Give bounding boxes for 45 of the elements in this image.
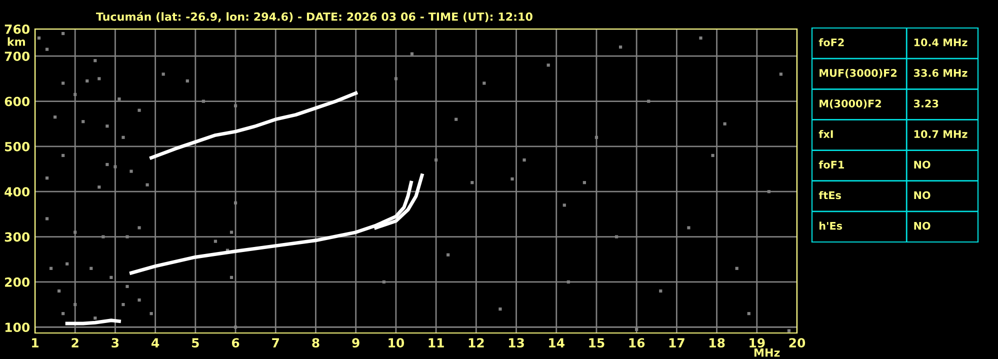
text: 10.7 MHz xyxy=(914,130,968,138)
y-axis-title: km xyxy=(8,37,25,46)
x-tick-label: 15 xyxy=(589,338,604,348)
x-tick-label: 7 xyxy=(272,338,279,348)
x-tick-label: 19 xyxy=(750,338,765,348)
x-tick-label: 3 xyxy=(112,338,119,348)
text: foF1 xyxy=(818,160,844,169)
x-tick-label: 4 xyxy=(152,338,160,348)
y-tick-label: 700 xyxy=(4,52,30,62)
x-tick-label: 8 xyxy=(312,338,320,348)
text: fxI xyxy=(818,130,833,138)
y-tick-label: 600 xyxy=(4,96,30,106)
x-tick-label: 2 xyxy=(72,338,78,348)
text: foF2 xyxy=(818,38,844,46)
y-tick-label: 200 xyxy=(5,277,30,287)
x-tick-label: 1 xyxy=(32,338,38,348)
x-tick-label: 20 xyxy=(789,338,806,348)
y-tick-label: 500 xyxy=(5,142,30,152)
y-tick-label: 100 xyxy=(5,322,30,332)
y-tick-label: 400 xyxy=(4,187,30,197)
text: 3.23 xyxy=(914,100,938,108)
text: 10.4 MHz xyxy=(914,38,968,46)
x-tick-label: 18 xyxy=(710,338,725,348)
x-tick-label: 11 xyxy=(428,338,444,348)
text: h'Es xyxy=(820,222,842,230)
text: NO xyxy=(914,222,930,230)
x-tick-label: 17 xyxy=(669,338,684,348)
chart-title: Tucumán (lat: -26.9, lon: 294.6) - DATE: 2026 03 06 - TIME (UT): 12:10 xyxy=(96,12,532,22)
text: 33.6 MHz xyxy=(914,69,968,77)
text: M(3000)F2 xyxy=(820,99,881,109)
x-tick-label: 12 xyxy=(468,338,484,348)
x-tick-label: 13 xyxy=(508,338,524,348)
x-tick-label: 6 xyxy=(232,338,240,348)
x-tick-label: 9 xyxy=(352,338,360,348)
x-tick-label: 10 xyxy=(388,338,404,348)
y-tick-label: 300 xyxy=(4,232,30,242)
text: ftEs xyxy=(818,191,841,200)
text: MUF(3000)F2 xyxy=(820,68,897,78)
x-tick-label: 16 xyxy=(629,338,645,348)
text: NO xyxy=(914,191,930,200)
y-tick-label: 760 xyxy=(4,24,30,34)
x-axis-title: MHz xyxy=(754,348,780,357)
text: NO xyxy=(914,160,930,169)
x-tick-label: 14 xyxy=(549,338,564,348)
x-tick-label: 5 xyxy=(192,338,199,348)
